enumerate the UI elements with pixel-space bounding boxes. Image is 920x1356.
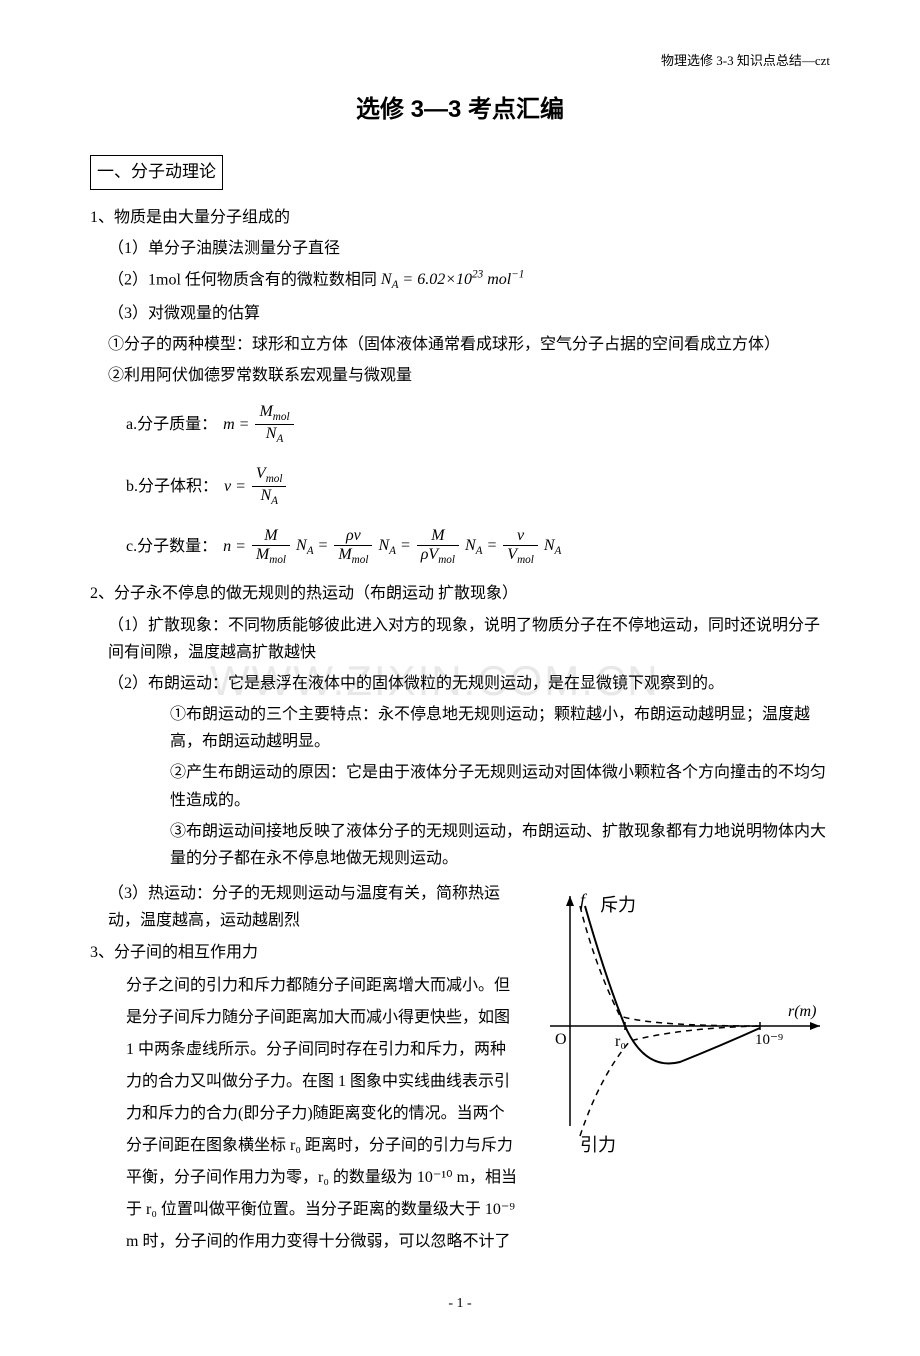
running-header: 物理选修 3-3 知识点总结—czt xyxy=(90,50,830,72)
formula-c: c.分子数量： n = MMmol NA = ρvMmol NA = MρVmo… xyxy=(90,517,830,576)
text-line: （2）1mol 任何物质含有的微粒数相同 NA = 6.02×1023 mol−… xyxy=(90,266,830,296)
text-line: 2、分子永不停息的做无规则的热运动（布朗运动 扩散现象） xyxy=(90,580,830,607)
force-graph: f 斥力 r(m) O r₀ 10⁻⁹ 引力 xyxy=(530,876,830,1166)
text-line: ①布朗运动的三个主要特点：永不停息地无规则运动；颗粒越小，布朗运动越明显；温度越… xyxy=(90,701,830,755)
page-title: 选修 3—3 考点汇编 xyxy=(90,90,830,131)
svg-text:10⁻⁹: 10⁻⁹ xyxy=(755,1032,783,1048)
text-line: （3）热运动：分子的无规则运动与温度有关，简称热运动，温度越高，运动越剧烈 xyxy=(90,880,520,934)
svg-text:O: O xyxy=(555,1031,567,1048)
text-body: 分子之间的引力和斥力都随分子间距离增大而减小。但是分子间斥力随分子间距离加大而减… xyxy=(90,970,520,1258)
text-line: ②利用阿伏伽德罗常数联系宏观量与微观量 xyxy=(90,362,830,389)
text-line: 3、分子间的相互作用力 xyxy=(90,939,520,966)
svg-text:斥力: 斥力 xyxy=(600,895,636,915)
section-heading: 一、分子动理论 xyxy=(90,155,223,190)
formula-b: b.分子体积： v = Vmol NA xyxy=(90,455,830,517)
text-line: （2）布朗运动：它是悬浮在液体中的固体微粒的无规则运动，是在显微镜下观察到的。 xyxy=(90,670,830,697)
text-line: ③布朗运动间接地反映了液体分子的无规则运动，布朗运动、扩散现象都有力地说明物体内… xyxy=(90,818,830,872)
page-number: - 1 - xyxy=(90,1292,830,1316)
text-line: ②产生布朗运动的原因：它是由于液体分子无规则运动对固体微小颗粒各个方向撞击的不均… xyxy=(90,759,830,813)
svg-text:引力: 引力 xyxy=(580,1135,616,1155)
text-line: 1、物质是由大量分子组成的 xyxy=(90,204,830,231)
svg-text:r(m): r(m) xyxy=(788,1003,816,1020)
formula-a: a.分子质量： m = Mmol NA xyxy=(90,393,830,455)
text-line: （1）扩散现象：不同物质能够彼此进入对方的现象，说明了物质分子在不停地运动，同时… xyxy=(90,612,830,666)
text-line: ①分子的两种模型：球形和立方体（固体液体通常看成球形，空气分子占据的空间看成立方… xyxy=(90,331,830,358)
text-line: （1）单分子油膜法测量分子直径 xyxy=(90,235,830,262)
svg-text:f: f xyxy=(580,890,588,910)
text-line: （3）对微观量的估算 xyxy=(90,300,830,327)
